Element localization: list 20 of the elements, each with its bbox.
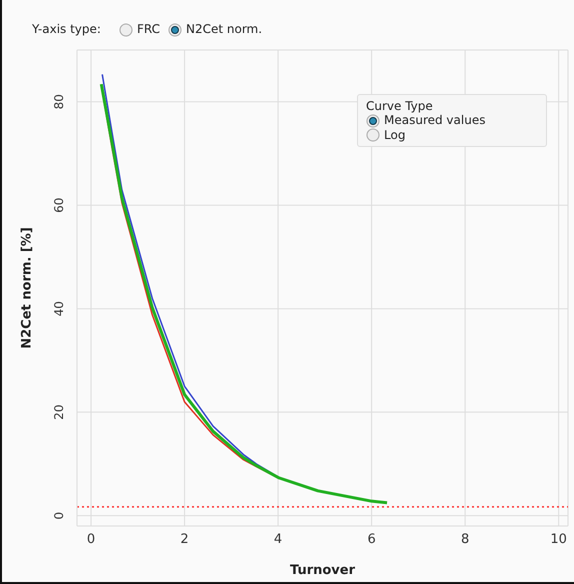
y-axis-title: N2Cet norm. [%]: [20, 227, 35, 349]
x-tick-label: 4: [274, 532, 282, 548]
x-tick-label: 6: [367, 532, 376, 548]
y-tick-label: 80: [52, 94, 66, 110]
y-tick-label: 40: [52, 301, 66, 316]
x-axis-title: Turnover: [290, 563, 356, 578]
y-tick-label: 60: [52, 198, 66, 213]
annotation: Measured values: [383, 113, 486, 128]
x-tick-label: 2: [180, 532, 189, 548]
text: Y-axis type:: [32, 22, 101, 36]
x-tick-label: 10: [550, 532, 567, 548]
y-tick-label: 0: [52, 512, 66, 520]
annotation: Log: [383, 128, 406, 142]
annotation: Curve Type: [366, 99, 434, 113]
x-tick-label: 0: [86, 532, 96, 548]
text: FRC: [136, 22, 160, 37]
x-tick-label: 8: [460, 532, 470, 548]
y-tick-label: 20: [52, 404, 66, 420]
option-panel: Curve Type Measured values Log: [357, 94, 547, 148]
text: N2Cet norm.: [184, 22, 262, 37]
